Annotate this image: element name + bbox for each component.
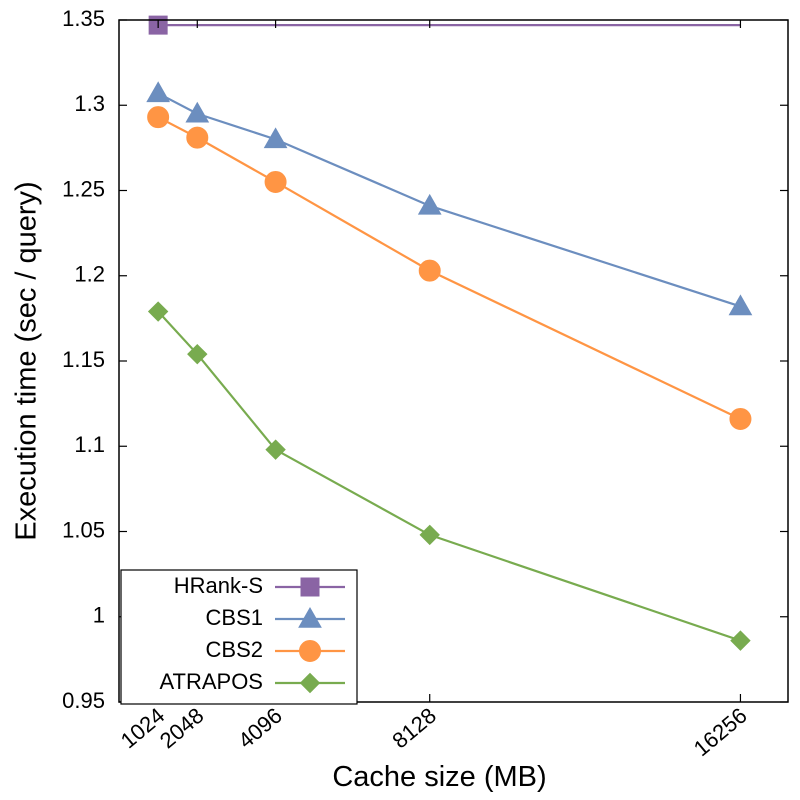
legend-label: CBS1 <box>206 605 263 630</box>
data-point <box>730 630 751 651</box>
y-tick-label: 1.35 <box>62 6 105 31</box>
data-point <box>147 301 169 322</box>
plot-area <box>146 15 753 651</box>
y-tick-label: 0.95 <box>62 688 105 713</box>
legend-marker <box>299 672 321 694</box>
data-point <box>263 127 288 149</box>
data-point <box>185 101 210 123</box>
x-axis-label: Cache size (MB) <box>332 761 546 793</box>
data-point <box>728 294 753 316</box>
data-point <box>264 170 287 193</box>
y-axis: 0.95 1 1.05 1.1 1.15 1.2 1.25 1.3 1.35 <box>62 6 788 713</box>
x-tick-label: 16256 <box>689 703 752 761</box>
legend-label: HRank-S <box>174 573 263 598</box>
legend-marker <box>299 640 321 662</box>
data-point <box>419 524 440 546</box>
data-point <box>146 81 171 103</box>
data-point <box>729 407 752 430</box>
data-point <box>147 106 170 129</box>
series-line <box>157 116 741 420</box>
y-tick-label: 1.25 <box>62 176 105 201</box>
data-point <box>186 126 209 149</box>
x-tick-label: 8128 <box>387 703 441 754</box>
series-hrank-s <box>148 15 741 35</box>
y-tick-label: 1.15 <box>62 347 105 372</box>
y-axis-label: Execution time (sec / query) <box>11 181 43 540</box>
data-point <box>417 193 442 215</box>
x-tick-label: 2048 <box>155 703 209 754</box>
legend-label: ATRAPOS <box>159 669 263 694</box>
data-point <box>418 259 441 282</box>
y-tick-label: 1.3 <box>74 91 105 116</box>
data-point <box>265 439 286 460</box>
y-tick-label: 1.2 <box>74 262 105 287</box>
x-tick-label: 4096 <box>233 703 287 754</box>
y-tick-label: 1 <box>93 603 105 628</box>
series-atrapos <box>147 301 751 651</box>
y-tick-label: 1.05 <box>62 517 105 542</box>
series-cbs2 <box>147 106 752 430</box>
legend-label: CBS2 <box>206 637 263 662</box>
y-tick-label: 1.1 <box>74 432 105 457</box>
series-cbs1 <box>146 81 753 316</box>
legend-marker <box>300 577 320 597</box>
data-point <box>187 343 208 365</box>
series-line <box>157 92 741 308</box>
legend-marker <box>298 606 322 628</box>
legend: HRank-S CBS1 CBS2 ATRAPOS <box>120 569 358 705</box>
